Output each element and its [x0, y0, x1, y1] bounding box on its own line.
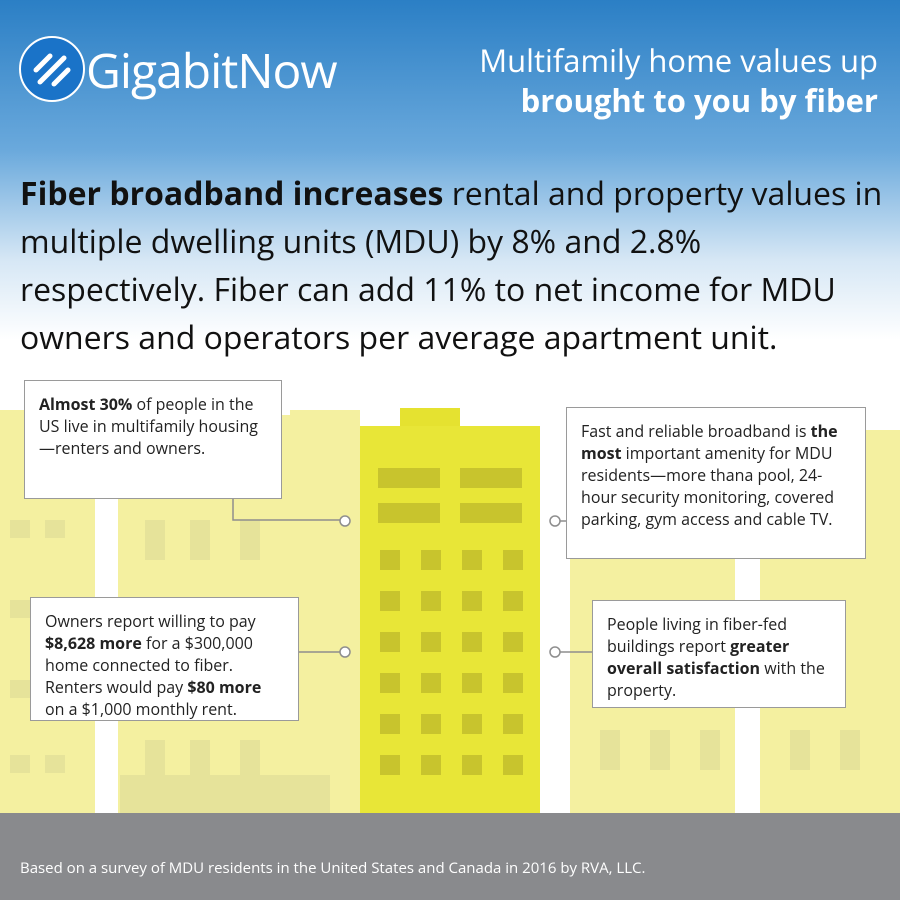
- brand-name: GigabitNow: [86, 38, 338, 103]
- callout: Fast and reliable broadband is the most …: [566, 407, 866, 559]
- footer: Based on a survey of MDU residents in th…: [0, 813, 900, 900]
- callout: Almost 30% of people in the US live in m…: [24, 380, 282, 499]
- intro-text: Fiber broadband increases rental and pro…: [20, 170, 890, 362]
- text-segment: with the property.: [607, 657, 825, 701]
- text-segment: greater overall satisfaction: [607, 635, 790, 679]
- window: [462, 550, 482, 570]
- text-segment: on a $1,000 monthly rent.: [45, 698, 237, 720]
- window: [421, 673, 441, 693]
- text-segment: People living in fiber-fed buildings rep…: [607, 613, 788, 657]
- text-segment: Almost 30%: [39, 393, 133, 415]
- text-segment: for a $300,000 home connected to fiber. …: [45, 632, 253, 698]
- text-segment: Fast and reliable broadband is: [581, 420, 811, 442]
- window: [421, 591, 441, 611]
- text-segment: Owners report willing to pay: [45, 610, 256, 632]
- window: [503, 755, 523, 775]
- window: [462, 591, 482, 611]
- window: [380, 591, 400, 611]
- callout: People living in fiber-fed buildings rep…: [592, 600, 846, 708]
- header-title: Multifamily home values up: [479, 40, 878, 82]
- text-segment: Fiber broadband increases: [20, 172, 444, 215]
- window: [462, 714, 482, 734]
- window: [503, 673, 523, 693]
- window: [421, 755, 441, 775]
- window: [421, 714, 441, 734]
- window: [380, 550, 400, 570]
- window: [380, 632, 400, 652]
- text-segment: important amenity for MDU residents—more…: [581, 442, 835, 530]
- text-segment: $8,628 more: [45, 632, 142, 654]
- window: [503, 591, 523, 611]
- window: [380, 673, 400, 693]
- text-segment: $80 more: [187, 676, 262, 698]
- text-segment: the most: [581, 420, 838, 464]
- header-subtitle: brought to you by fiber: [520, 80, 878, 122]
- text-segment: rental and property values in multiple d…: [20, 172, 883, 359]
- window: [503, 714, 523, 734]
- window: [503, 550, 523, 570]
- window: [380, 755, 400, 775]
- window: [462, 673, 482, 693]
- text-segment: of people in the US live in multifamily …: [39, 393, 258, 459]
- footer-text: Based on a survey of MDU residents in th…: [20, 858, 646, 878]
- callout: Owners report willing to pay $8,628 more…: [30, 597, 299, 721]
- window: [380, 714, 400, 734]
- window: [421, 632, 441, 652]
- window: [503, 632, 523, 652]
- window: [421, 550, 441, 570]
- window: [462, 632, 482, 652]
- window: [462, 755, 482, 775]
